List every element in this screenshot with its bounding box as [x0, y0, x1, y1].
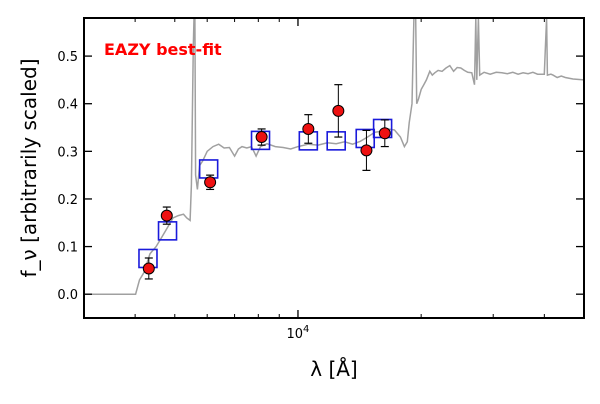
observed-flux-point: [255, 131, 268, 144]
observed-flux-point: [142, 262, 155, 275]
observed-flux-point: [160, 209, 173, 222]
x-tick-label: 104: [287, 324, 310, 342]
ticks-layer: [84, 18, 584, 318]
tick-labels-layer: 0.0 0.1 0.2 0.3 0.4 0.5 104: [57, 50, 309, 342]
observed-flux-point: [332, 104, 345, 117]
y-tick-label: 0.2: [57, 193, 78, 208]
errorbars-layer: [144, 84, 389, 280]
plot-frame: [83, 17, 585, 319]
y-tick-label: 0.5: [57, 50, 78, 65]
observed-flux-point: [378, 127, 391, 140]
observed-flux-point: [302, 122, 315, 135]
model-flux-square: [157, 221, 178, 241]
spectrum-layer: [84, 18, 584, 295]
observed-flux-point: [204, 176, 217, 189]
observed-flux-point: [360, 144, 373, 157]
y-tick-label: 0.3: [57, 145, 78, 160]
y-tick-label: 0.1: [57, 241, 78, 256]
y-tick-label: 0.4: [57, 98, 78, 113]
model-flux-square: [326, 131, 346, 151]
y-tick-label: 0.0: [57, 288, 78, 303]
best-fit-spectrum-line: [84, 18, 584, 295]
x-axis-label: λ [Å]: [310, 357, 357, 381]
y-axis-label: f_ν [arbitrarily scaled]: [17, 59, 41, 278]
observed-fluxes-layer: [142, 104, 391, 275]
eazy-annotation: EAZY best-fit: [104, 40, 222, 59]
